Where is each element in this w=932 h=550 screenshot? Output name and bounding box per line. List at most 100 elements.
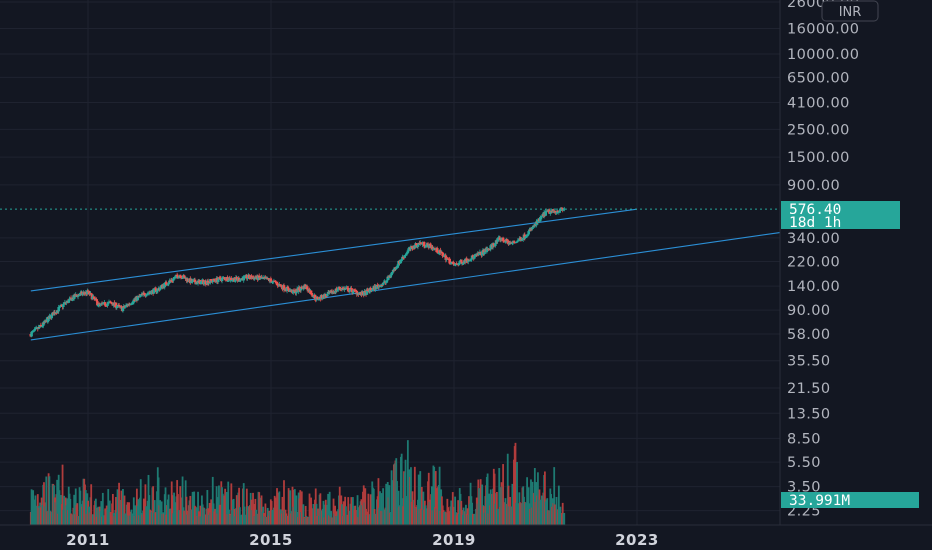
- last-price-label: 576.40: [789, 202, 841, 218]
- volume-bar: [322, 500, 325, 525]
- price-tick-label: 21.50: [787, 381, 831, 397]
- candle-body: [477, 253, 481, 256]
- candle-body: [82, 292, 86, 294]
- candle-body: [123, 306, 127, 308]
- volume-bar: [191, 491, 194, 525]
- candle-body: [139, 295, 143, 297]
- candle-body: [116, 306, 119, 308]
- volume-bar: [457, 500, 460, 525]
- currency-unit-badge[interactable]: INR: [821, 0, 879, 22]
- candle-body: [312, 296, 315, 298]
- last-price-badge: 576.40 18d 1h: [781, 201, 900, 231]
- candle-body: [375, 285, 379, 289]
- candle-body: [231, 279, 235, 281]
- price-tick-label: 35.50: [787, 354, 831, 370]
- candle-body: [278, 284, 282, 286]
- candle-body: [219, 277, 222, 280]
- candle-body: [55, 312, 58, 314]
- candle-body: [420, 242, 424, 245]
- volume-bar: [495, 491, 498, 525]
- volume-bar: [97, 506, 100, 525]
- volume-bar: [291, 486, 294, 525]
- candle-body: [315, 297, 318, 300]
- candle-body: [559, 208, 562, 211]
- last-volume-badge-box: [781, 492, 919, 508]
- channel-line-lower[interactable]: [30, 231, 781, 341]
- candle-body: [368, 288, 372, 293]
- candle-body: [230, 278, 233, 281]
- candle-body: [348, 290, 352, 292]
- candle-body: [165, 282, 168, 285]
- candle-body: [172, 278, 176, 280]
- candle-body: [276, 283, 280, 286]
- candle-body: [114, 302, 118, 308]
- candle-body: [320, 295, 324, 299]
- candle-body: [455, 263, 458, 265]
- candle-body: [115, 307, 119, 309]
- candle-body: [67, 300, 71, 303]
- volume-bar: [533, 468, 536, 525]
- candle-body: [363, 290, 366, 296]
- candle-body: [101, 303, 105, 305]
- candle-body: [411, 248, 415, 250]
- volume-bar: [278, 491, 281, 525]
- candle-body: [223, 277, 227, 280]
- volume-bar: [69, 498, 72, 525]
- candle-body: [489, 245, 493, 250]
- volume-bar: [302, 504, 305, 525]
- candle-body: [209, 278, 212, 283]
- volume-bar: [137, 499, 140, 525]
- volume-bar: [356, 495, 359, 525]
- candle-body: [429, 245, 433, 249]
- price-tick-label: 220.00: [787, 255, 840, 271]
- volume-bar: [420, 486, 423, 525]
- volume-bar: [422, 491, 425, 525]
- candle-body: [34, 328, 37, 330]
- volume-bar: [56, 479, 59, 525]
- candle-body: [388, 276, 392, 278]
- candle-body: [183, 276, 187, 279]
- candle-body: [424, 246, 427, 248]
- candle-body: [32, 330, 36, 332]
- candle-body: [558, 210, 561, 212]
- candle-body: [69, 297, 73, 299]
- candle-body: [171, 278, 175, 281]
- candle-body: [365, 289, 369, 295]
- candle-body: [254, 277, 258, 279]
- candle-body: [260, 277, 263, 279]
- candle-body: [46, 316, 50, 323]
- candle-body: [130, 303, 134, 305]
- candle-body: [494, 243, 497, 246]
- candle-body: [371, 287, 375, 290]
- volume-bar: [111, 493, 114, 525]
- candle-body: [74, 294, 78, 298]
- candle-body: [245, 275, 249, 279]
- volume-bar: [157, 477, 160, 525]
- volume-bar: [144, 484, 147, 525]
- candle-body: [317, 299, 321, 301]
- price-tick-label: 13.50: [787, 406, 831, 422]
- candle-body: [411, 246, 414, 249]
- candle-body: [121, 308, 125, 312]
- candle-body: [316, 297, 320, 300]
- candle-body: [439, 250, 442, 254]
- candle-body: [473, 255, 476, 259]
- volume-bar: [227, 481, 230, 525]
- candle-body: [338, 286, 342, 289]
- time-axis[interactable]: 2011 2015 2019 2023: [66, 531, 659, 549]
- candle-body: [400, 259, 403, 261]
- candle-body: [459, 260, 463, 262]
- candle-body: [48, 315, 51, 319]
- volume-bar: [396, 481, 398, 525]
- candle-body: [440, 251, 444, 253]
- candle-body: [470, 259, 473, 261]
- volume-bar: [419, 471, 422, 525]
- candle-body: [426, 243, 430, 245]
- candle-body: [335, 288, 338, 291]
- candle-body: [415, 243, 418, 246]
- volume-bar: [206, 490, 209, 525]
- candle-body: [80, 291, 84, 295]
- candle-body: [488, 248, 492, 250]
- candle-body: [150, 290, 153, 295]
